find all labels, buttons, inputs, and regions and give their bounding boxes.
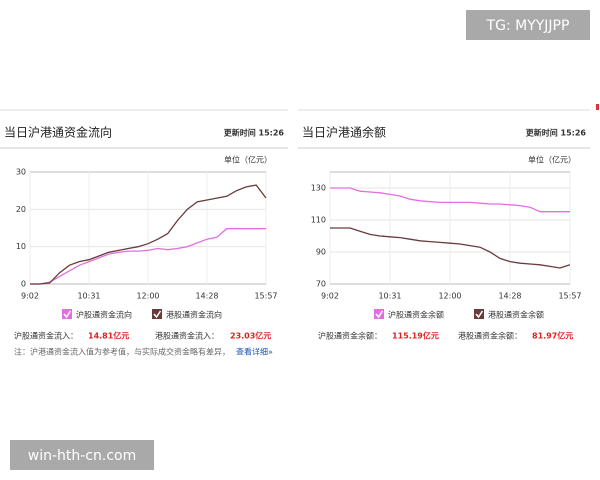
summary-label: 沪股通资金余额： <box>318 331 382 341</box>
chart-title: 当日沪港通余额 <box>302 125 386 140</box>
y-tick-label: 90 <box>316 248 326 257</box>
series-line <box>330 227 571 269</box>
y-tick-label: 30 <box>16 168 26 177</box>
x-tick-label: 15:57 <box>254 292 277 301</box>
y-tick-label: 130 <box>311 184 326 193</box>
x-tick-label: 14:28 <box>498 292 521 301</box>
summary-value: 14.81亿元 <box>88 331 129 341</box>
chart-title: 当日沪港通资金流向 <box>4 125 112 140</box>
summary-value: 115.19亿元 <box>392 331 439 341</box>
legend-check <box>153 310 162 319</box>
x-tick-label: 12:00 <box>136 292 159 301</box>
x-tick-label: 15:57 <box>558 292 581 301</box>
y-tick-label: 110 <box>311 216 326 225</box>
summary-value: 23.03亿元 <box>230 331 271 341</box>
summary-label: 港股通资金余额： <box>458 331 522 341</box>
legend-check <box>475 310 484 319</box>
note: 注：沪港通资金流入值为参考值，与实际成交资金略有差异， <box>14 347 230 357</box>
legend-box <box>474 309 484 319</box>
series-line <box>30 228 266 285</box>
x-tick-label: 12:00 <box>438 292 461 301</box>
summary-label: 港股通资金流入： <box>155 331 219 341</box>
x-tick-label: 10:31 <box>378 292 401 301</box>
x-tick-label: 9:02 <box>321 292 339 301</box>
summary-label: 沪股通资金流入： <box>14 331 78 341</box>
y-tick-label: 0 <box>21 280 26 289</box>
watermark: win-hth-cn.com <box>28 448 136 464</box>
y-tick-label: 20 <box>16 205 26 214</box>
legend-label: 港股通资金余额 <box>488 310 544 320</box>
legend-label: 沪股通资金流向 <box>76 310 132 320</box>
x-tick-label: 10:31 <box>77 292 100 301</box>
y-tick-label: 10 <box>16 242 26 251</box>
series-line <box>330 187 570 213</box>
x-tick-label: 9:02 <box>21 292 39 301</box>
watermark-box <box>10 440 154 470</box>
legend-check <box>375 310 384 319</box>
legend-box <box>152 309 162 319</box>
unit-label: 单位（亿元） <box>528 155 576 165</box>
summary-value: 81.97亿元 <box>532 331 573 341</box>
y-tick-label: 70 <box>316 280 326 289</box>
legend-box <box>62 309 72 319</box>
legend-label: 港股通资金流向 <box>166 310 222 320</box>
legend-label: 沪股通资金余额 <box>388 310 444 320</box>
watermark-box <box>466 10 590 40</box>
update-time: 更新时间 15:26 <box>224 128 285 138</box>
series-line <box>30 184 267 285</box>
legend-box <box>374 309 384 319</box>
x-tick-label: 14:28 <box>195 292 218 301</box>
unit-label: 单位（亿元） <box>224 155 272 165</box>
edge-mark <box>596 104 599 110</box>
update-time: 更新时间 15:26 <box>526 128 587 138</box>
detail-link[interactable]: 查看详细» <box>236 347 273 357</box>
legend-check <box>63 310 72 319</box>
watermark: TG: MYYJJPP <box>486 18 570 34</box>
